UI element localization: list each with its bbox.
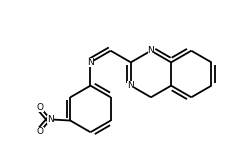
Text: N: N: [47, 115, 54, 124]
Text: N: N: [147, 46, 154, 55]
Text: O: O: [37, 127, 44, 136]
Text: N: N: [87, 58, 94, 67]
Text: O: O: [37, 103, 44, 112]
Text: N: N: [127, 81, 134, 90]
